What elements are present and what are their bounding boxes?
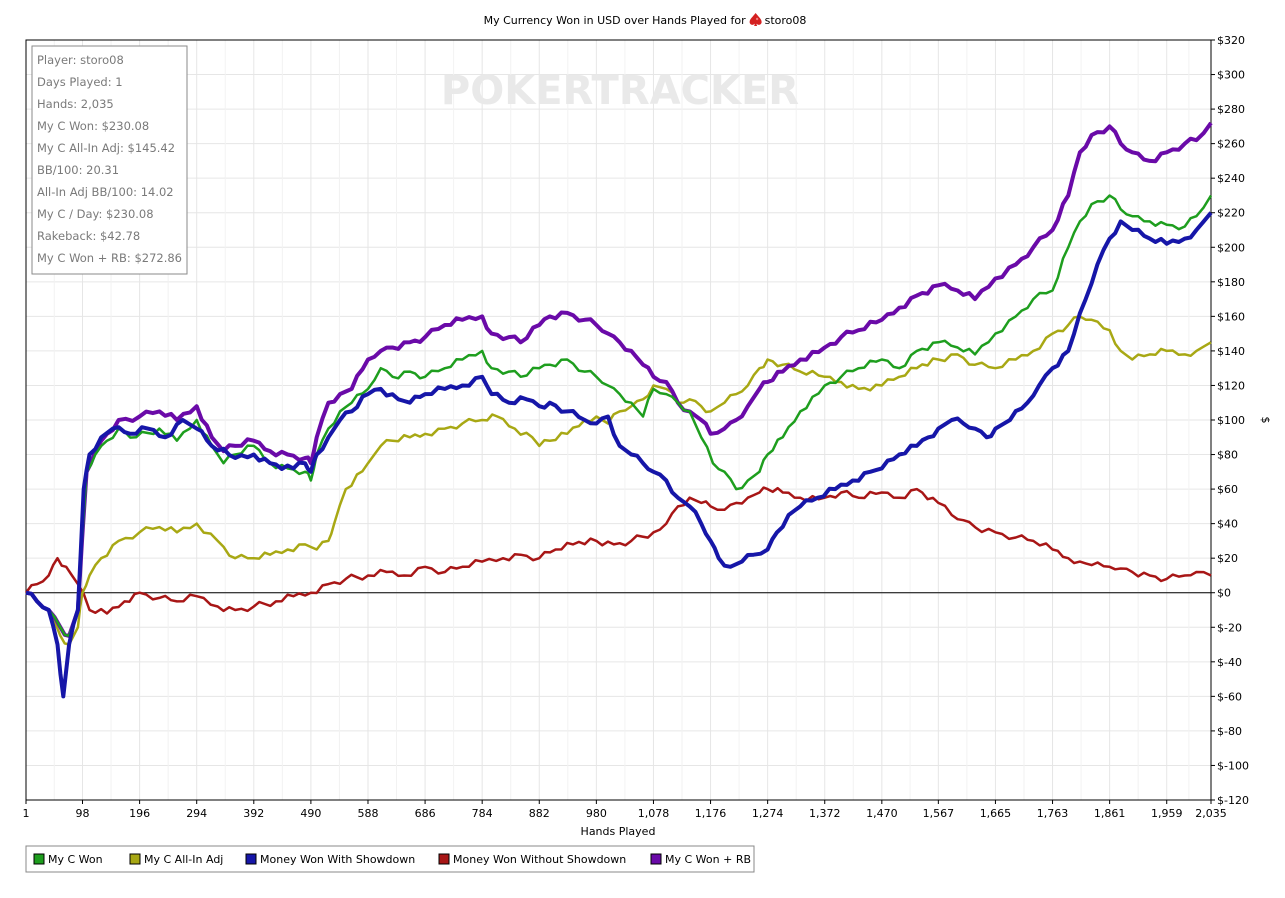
x-tick-label: 392 xyxy=(243,807,264,820)
legend-label: My C Won xyxy=(48,853,103,866)
legend-label: My C All-In Adj xyxy=(144,853,223,866)
series-line-2 xyxy=(25,211,1213,699)
y-tick-label: $-40 xyxy=(1217,656,1242,669)
series-line-4 xyxy=(25,121,1213,638)
x-tick-label: 784 xyxy=(472,807,493,820)
info-line: Days Played: 1 xyxy=(37,75,123,89)
info-line: Hands: 2,035 xyxy=(37,97,114,111)
info-line: All-In Adj BB/100: 14.02 xyxy=(37,185,174,199)
x-tick-label: 1,567 xyxy=(923,807,955,820)
y-tick-label: $160 xyxy=(1217,310,1245,323)
x-tick-label: 490 xyxy=(300,807,321,820)
y-tick-label: $220 xyxy=(1217,207,1245,220)
y-tick-label: $-80 xyxy=(1217,725,1242,738)
series-line-1 xyxy=(25,315,1212,646)
red-spade-icon xyxy=(749,13,762,26)
y-tick-label: $-100 xyxy=(1217,759,1249,772)
x-tick-label: 1,763 xyxy=(1037,807,1069,820)
info-line: Player: storo08 xyxy=(37,53,124,67)
x-tick-label: 196 xyxy=(129,807,150,820)
y-tick-label: $60 xyxy=(1217,483,1238,496)
legend-label: Money Won Without Showdown xyxy=(453,853,626,866)
legend-swatch xyxy=(245,853,257,865)
y-tick-label: $120 xyxy=(1217,379,1245,392)
y-tick-label: $80 xyxy=(1217,449,1238,462)
legend: My C Won My C All-In Adj Money Won With Sh… xyxy=(25,845,755,873)
info-line: My C All-In Adj: $145.42 xyxy=(37,141,175,155)
watermark: POKERTRACKER xyxy=(441,68,799,114)
y-tick-label: $0 xyxy=(1217,587,1231,600)
x-tick-label: 882 xyxy=(529,807,550,820)
x-tick-label: 2,035 xyxy=(1195,807,1227,820)
y-tick-label: $20 xyxy=(1217,552,1238,565)
chart-title: My Currency Won in USD over Hands Played… xyxy=(484,14,747,27)
series-line-0 xyxy=(25,194,1213,638)
legend-label: Money Won With Showdown xyxy=(260,853,415,866)
legend-swatch xyxy=(438,853,450,865)
y-tick-label: $180 xyxy=(1217,276,1245,289)
info-line: My C / Day: $230.08 xyxy=(37,207,154,221)
info-line: My C Won + RB: $272.86 xyxy=(37,251,182,265)
x-axis: 1 98 196 294 392 490 588 686 784 882 980 1,078 1,176… xyxy=(23,800,1227,820)
info-line: BB/100: 20.31 xyxy=(37,163,119,177)
x-tick-label: 1,274 xyxy=(752,807,784,820)
legend-label: My C Won + RB xyxy=(665,853,751,866)
x-tick-label: 98 xyxy=(76,807,90,820)
y-axis: $320 $300 $280 $260 $240 $220 $200 $180 $160 $140… xyxy=(1211,34,1249,807)
stats-info-box: Player: storo08 Days Played: 1 Hands: 2,03… xyxy=(31,45,188,275)
info-line: My C Won: $230.08 xyxy=(37,119,149,133)
y-tick-label: $-120 xyxy=(1217,794,1249,807)
y-tick-label: $-20 xyxy=(1217,621,1242,634)
y-tick-label: $200 xyxy=(1217,241,1245,254)
x-tick-label: 1,372 xyxy=(809,807,841,820)
y-tick-label: $300 xyxy=(1217,69,1245,82)
x-axis-title: Hands Played xyxy=(581,825,656,838)
y-tick-label: $280 xyxy=(1217,103,1245,116)
y-tick-label: $240 xyxy=(1217,172,1245,185)
legend-swatch xyxy=(129,853,141,865)
x-tick-label: 1 xyxy=(23,807,30,820)
y-tick-label: $260 xyxy=(1217,138,1245,151)
y-tick-label: $100 xyxy=(1217,414,1245,427)
chart-title-group: My Currency Won in USD over Hands Played… xyxy=(484,13,807,27)
y-axis-title: $ xyxy=(1259,417,1272,424)
x-tick-label: 1,665 xyxy=(980,807,1012,820)
x-tick-label: 1,176 xyxy=(695,807,727,820)
y-tick-label: $40 xyxy=(1217,518,1238,531)
x-tick-label: 1,861 xyxy=(1094,807,1126,820)
y-tick-label: $320 xyxy=(1217,34,1245,47)
x-tick-label: 294 xyxy=(186,807,207,820)
y-tick-label: $-60 xyxy=(1217,690,1242,703)
series-layer xyxy=(24,121,1213,699)
x-tick-label: 980 xyxy=(586,807,607,820)
info-line: Rakeback: $42.78 xyxy=(37,229,140,243)
x-tick-label: 686 xyxy=(415,807,436,820)
chart-title-player: storo08 xyxy=(765,14,807,27)
series-line-3 xyxy=(24,486,1212,615)
x-tick-label: 1,470 xyxy=(866,807,898,820)
y-tick-label: $140 xyxy=(1217,345,1245,358)
legend-swatch xyxy=(33,853,45,865)
x-tick-label: 1,959 xyxy=(1151,807,1183,820)
x-tick-label: 1,078 xyxy=(638,807,670,820)
legend-swatch xyxy=(650,853,662,865)
x-tick-label: 588 xyxy=(357,807,378,820)
